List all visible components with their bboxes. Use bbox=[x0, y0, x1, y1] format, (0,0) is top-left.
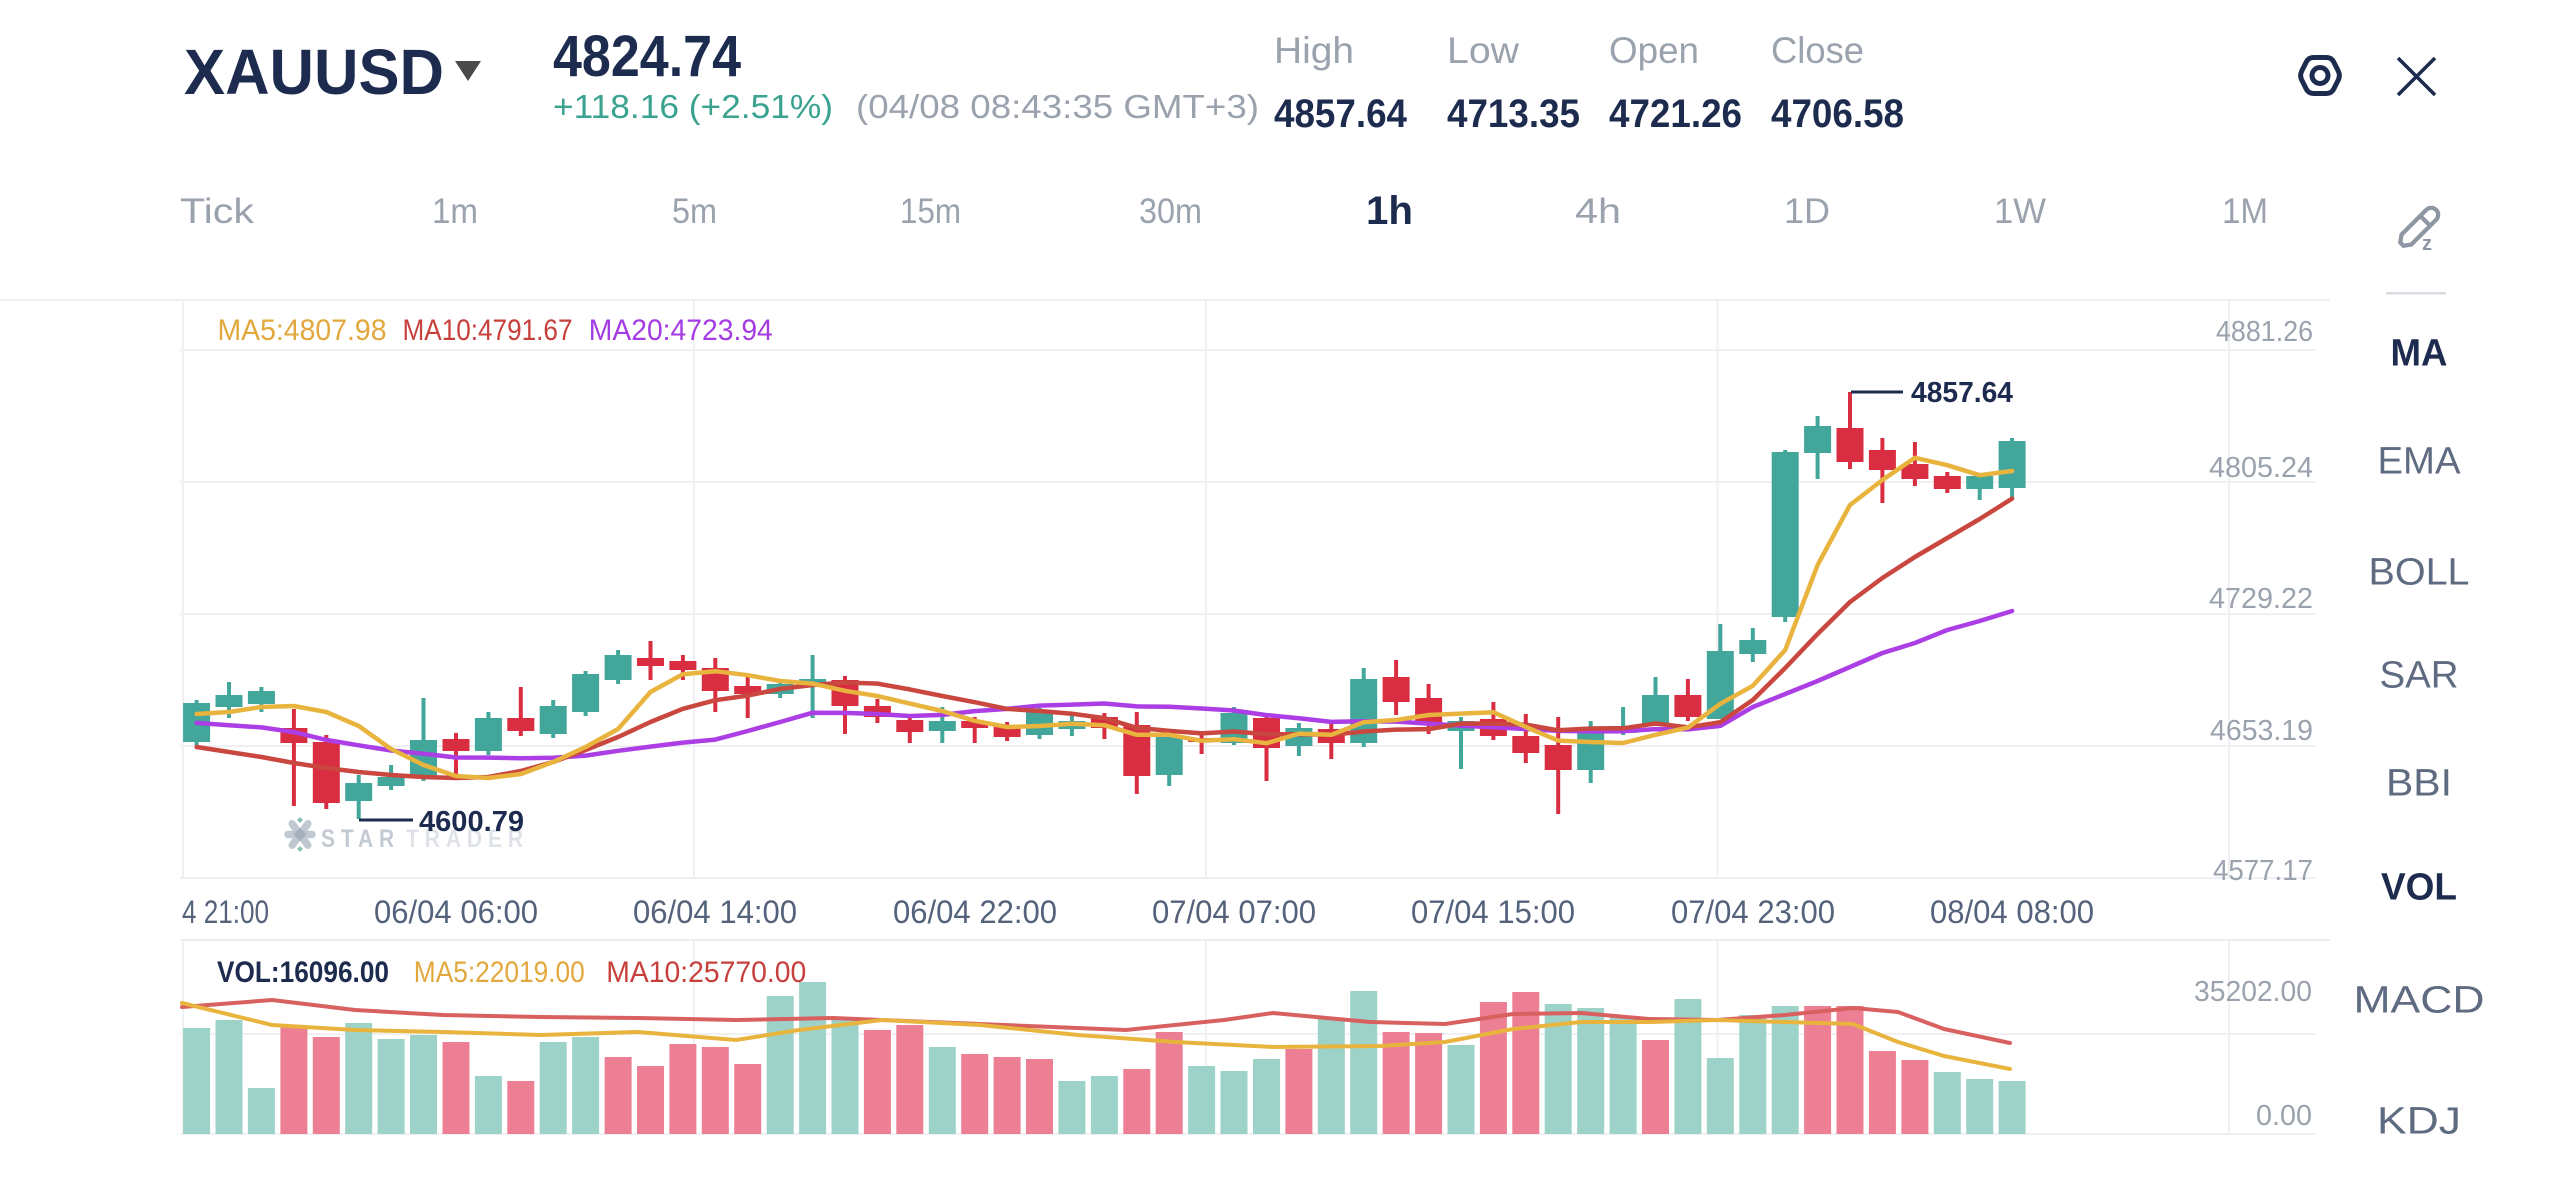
svg-text:KDJ: KDJ bbox=[2377, 1101, 2461, 1143]
svg-text:4857.64: 4857.64 bbox=[1274, 92, 1408, 136]
svg-text:Tick: Tick bbox=[180, 192, 255, 231]
svg-text:Close: Close bbox=[1771, 30, 1864, 71]
svg-text:MA5:4807.98: MA5:4807.98 bbox=[218, 314, 387, 347]
svg-text:1M: 1M bbox=[2222, 192, 2268, 231]
svg-text:STAR: STAR bbox=[321, 825, 400, 853]
svg-text:EMA: EMA bbox=[2378, 441, 2462, 483]
svg-text:Open: Open bbox=[1609, 30, 1699, 71]
svg-text:15m: 15m bbox=[900, 192, 961, 231]
svg-text:MA10:25770.00: MA10:25770.00 bbox=[606, 956, 806, 989]
svg-text:Low: Low bbox=[1447, 30, 1519, 71]
svg-text:4881.26: 4881.26 bbox=[2216, 316, 2313, 348]
svg-text:MACD: MACD bbox=[2354, 980, 2485, 1022]
svg-text:XAUUSD: XAUUSD bbox=[184, 36, 444, 108]
svg-text:SAR: SAR bbox=[2380, 655, 2459, 697]
svg-text:z: z bbox=[2422, 233, 2432, 255]
svg-text:TRADER: TRADER bbox=[406, 825, 529, 853]
svg-text:1m: 1m bbox=[432, 192, 478, 231]
svg-text:MA: MA bbox=[2391, 333, 2448, 375]
svg-text:4857.64: 4857.64 bbox=[1911, 377, 2013, 409]
svg-text:07/04 07:00: 07/04 07:00 bbox=[1152, 894, 1316, 930]
svg-text:4653.19: 4653.19 bbox=[2210, 715, 2313, 747]
svg-text:4729.22: 4729.22 bbox=[2209, 583, 2313, 615]
svg-text:4805.24: 4805.24 bbox=[2209, 452, 2313, 484]
svg-text:4 21:00: 4 21:00 bbox=[182, 894, 269, 930]
svg-text:5m: 5m bbox=[672, 192, 717, 231]
svg-text:07/04 23:00: 07/04 23:00 bbox=[1671, 894, 1835, 930]
svg-text:1W: 1W bbox=[1994, 192, 2046, 231]
svg-text:4600.79: 4600.79 bbox=[419, 806, 524, 838]
svg-text:MA20:4723.94: MA20:4723.94 bbox=[589, 314, 773, 347]
svg-text:4713.35: 4713.35 bbox=[1447, 92, 1580, 136]
svg-text:(04/08 08:43:35 GMT+3): (04/08 08:43:35 GMT+3) bbox=[856, 88, 1259, 125]
svg-text:4706.58: 4706.58 bbox=[1771, 92, 1904, 136]
svg-text:4h: 4h bbox=[1575, 192, 1621, 231]
svg-text:VOL: VOL bbox=[2381, 867, 2457, 909]
svg-text:High: High bbox=[1274, 30, 1354, 71]
svg-text:BBI: BBI bbox=[2386, 763, 2452, 805]
svg-text:06/04 14:00: 06/04 14:00 bbox=[633, 894, 797, 930]
svg-text:0.00: 0.00 bbox=[2256, 1100, 2312, 1132]
svg-text:06/04 22:00: 06/04 22:00 bbox=[893, 894, 1057, 930]
svg-text:VOL:16096.00: VOL:16096.00 bbox=[217, 956, 389, 989]
svg-text:08/04 08:00: 08/04 08:00 bbox=[1930, 894, 2094, 930]
svg-text:4824.74: 4824.74 bbox=[553, 24, 741, 89]
svg-text:35202.00: 35202.00 bbox=[2194, 976, 2312, 1008]
svg-text:4721.26: 4721.26 bbox=[1609, 92, 1742, 136]
svg-text:BOLL: BOLL bbox=[2369, 552, 2470, 594]
svg-text:1D: 1D bbox=[1784, 192, 1830, 231]
svg-text:06/04 06:00: 06/04 06:00 bbox=[374, 894, 538, 930]
svg-text:+118.16 (+2.51%): +118.16 (+2.51%) bbox=[553, 88, 833, 125]
svg-text:07/04 15:00: 07/04 15:00 bbox=[1411, 894, 1575, 930]
svg-text:30m: 30m bbox=[1139, 192, 1202, 231]
svg-text:MA5:22019.00: MA5:22019.00 bbox=[414, 956, 585, 989]
svg-text:MA10:4791.67: MA10:4791.67 bbox=[403, 314, 573, 347]
svg-text:1h: 1h bbox=[1366, 189, 1413, 233]
svg-text:4577.17: 4577.17 bbox=[2213, 855, 2313, 887]
